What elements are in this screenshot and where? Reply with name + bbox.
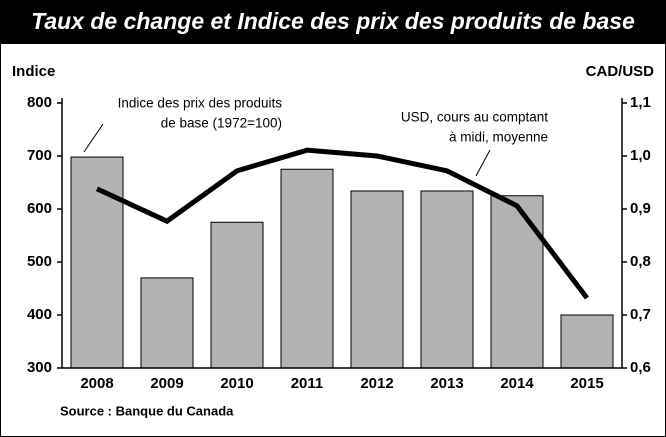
y-axis-label: Indice <box>12 63 55 80</box>
y2-axis-label: CAD/USD <box>586 63 655 80</box>
x-tick-label: 2015 <box>570 375 603 392</box>
annotation-pointer <box>83 123 104 153</box>
x-tick-label: 2012 <box>360 375 393 392</box>
annotation: USD, cours au comptant <box>401 110 548 125</box>
y-tick-label: 600 <box>27 200 52 217</box>
y2-tick-label: 0,7 <box>630 306 651 323</box>
y-tick-label: 800 <box>27 94 52 111</box>
x-tick-label: 2008 <box>80 375 113 392</box>
title-banner <box>0 0 666 44</box>
source: Source : Banque du Canada <box>60 403 234 418</box>
y-tick-label: 700 <box>27 147 52 164</box>
x-tick-label: 2011 <box>291 375 324 392</box>
chart-title: Taux de change et Indice des prix des pr… <box>31 8 635 34</box>
bar <box>350 190 404 369</box>
line <box>95 147 589 300</box>
y2-tick-label: 0,9 <box>630 200 651 217</box>
bar <box>70 156 124 369</box>
x-tick-label: 2013 <box>430 375 463 392</box>
annotation-pointer <box>475 149 491 177</box>
y2-tick-label: 1,1 <box>630 94 651 111</box>
annotation: de base (1972=100) <box>161 116 282 131</box>
annotation: à midi, moyenne <box>449 130 548 145</box>
bar <box>280 168 334 369</box>
bar <box>140 277 194 369</box>
y-tick-label: 400 <box>27 306 52 323</box>
x-tick-label: 2009 <box>150 375 183 392</box>
bar <box>560 314 614 369</box>
annotation: Indice des prix des produits <box>118 96 283 111</box>
bar <box>490 195 544 369</box>
bar <box>210 221 264 369</box>
bar <box>420 190 474 369</box>
x-tick-label: 2014 <box>500 375 534 392</box>
x-tick-label: 2010 <box>220 375 253 392</box>
y-tick-label: 500 <box>27 253 52 270</box>
y-tick-label: 300 <box>27 359 52 376</box>
y2-tick-label: 1,0 <box>630 147 651 164</box>
y2-tick-label: 0,8 <box>630 253 651 270</box>
y2-tick-label: 0,6 <box>630 359 651 376</box>
